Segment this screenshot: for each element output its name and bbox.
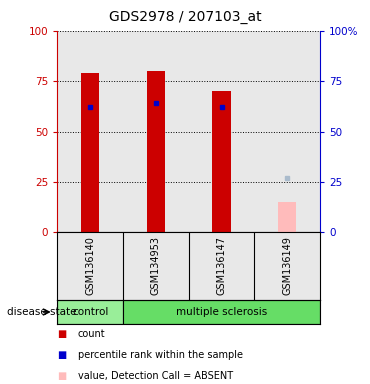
Bar	[81, 73, 100, 232]
Text: GSM136149: GSM136149	[282, 237, 292, 295]
Bar	[123, 300, 320, 324]
Text: ■: ■	[57, 371, 67, 381]
Bar	[147, 71, 165, 232]
Text: GSM136140: GSM136140	[85, 237, 95, 295]
Text: multiple sclerosis: multiple sclerosis	[176, 307, 267, 317]
Text: GSM134953: GSM134953	[151, 237, 161, 295]
Bar	[278, 202, 296, 232]
Text: control: control	[72, 307, 108, 317]
Text: ■: ■	[57, 350, 67, 360]
Text: disease state: disease state	[7, 307, 77, 317]
Text: percentile rank within the sample: percentile rank within the sample	[78, 350, 243, 360]
Text: GDS2978 / 207103_at: GDS2978 / 207103_at	[109, 10, 261, 23]
Text: value, Detection Call = ABSENT: value, Detection Call = ABSENT	[78, 371, 233, 381]
Text: count: count	[78, 329, 105, 339]
Bar	[212, 91, 231, 232]
Text: ■: ■	[57, 329, 67, 339]
Text: GSM136147: GSM136147	[216, 237, 226, 295]
Bar	[57, 300, 123, 324]
